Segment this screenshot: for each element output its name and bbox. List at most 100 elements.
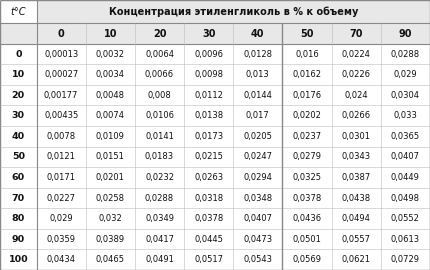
Text: 30: 30: [202, 29, 215, 39]
Text: 70: 70: [12, 194, 25, 202]
Text: Концентрация этиленгликоль в % к объему: Концентрация этиленгликоль в % к объему: [109, 6, 358, 17]
Text: 0,0407: 0,0407: [243, 214, 272, 223]
Text: 0: 0: [58, 29, 64, 39]
Text: 0,0173: 0,0173: [194, 132, 223, 141]
Text: 0,0226: 0,0226: [342, 70, 371, 79]
Text: 0,0064: 0,0064: [145, 49, 174, 59]
Text: 0,0128: 0,0128: [243, 49, 272, 59]
Text: 0,032: 0,032: [98, 214, 122, 223]
Text: 0,0387: 0,0387: [341, 173, 371, 182]
Text: 0,0557: 0,0557: [342, 235, 371, 244]
Text: 0,0183: 0,0183: [145, 152, 174, 161]
Text: 0,0343: 0,0343: [342, 152, 371, 161]
Text: 0,0151: 0,0151: [96, 152, 125, 161]
Text: 0,0389: 0,0389: [96, 235, 125, 244]
Text: 0,0348: 0,0348: [243, 194, 273, 202]
Text: 50: 50: [300, 29, 314, 39]
Text: 0,0552: 0,0552: [391, 214, 420, 223]
Text: 70: 70: [350, 29, 363, 39]
Bar: [0, 23, 430, 44]
Text: 0,0232: 0,0232: [145, 173, 174, 182]
Text: 10: 10: [12, 70, 25, 79]
Text: 0,00177: 0,00177: [44, 91, 78, 100]
Text: 0,0266: 0,0266: [342, 111, 371, 120]
Bar: [37, 0, 430, 23]
Text: 0,0224: 0,0224: [342, 49, 371, 59]
Text: 0,0227: 0,0227: [46, 194, 76, 202]
Text: 0,0543: 0,0543: [243, 255, 272, 264]
Text: 90: 90: [12, 235, 25, 244]
Text: 0,0449: 0,0449: [391, 173, 420, 182]
Text: 0,0294: 0,0294: [243, 173, 272, 182]
Text: 0,0162: 0,0162: [292, 70, 322, 79]
Text: 0,0109: 0,0109: [96, 132, 125, 141]
Text: 0,029: 0,029: [49, 214, 73, 223]
Text: 10: 10: [104, 29, 117, 39]
Text: 0,008: 0,008: [147, 91, 172, 100]
Text: 0,013: 0,013: [246, 70, 270, 79]
Text: 0,0473: 0,0473: [243, 235, 273, 244]
Text: 0,0494: 0,0494: [342, 214, 371, 223]
Text: 0,0205: 0,0205: [243, 132, 272, 141]
Text: 0,0066: 0,0066: [145, 70, 174, 79]
Text: 0,016: 0,016: [295, 49, 319, 59]
Text: 90: 90: [399, 29, 412, 39]
Text: 0,0438: 0,0438: [342, 194, 371, 202]
Text: 0,00435: 0,00435: [44, 111, 78, 120]
Text: 0,0378: 0,0378: [292, 194, 322, 202]
Text: 0,029: 0,029: [393, 70, 417, 79]
Text: 0,0258: 0,0258: [96, 194, 125, 202]
Text: 0,0201: 0,0201: [96, 173, 125, 182]
Text: 0,024: 0,024: [344, 91, 368, 100]
Text: 0,0325: 0,0325: [292, 173, 322, 182]
Text: 0,00013: 0,00013: [44, 49, 78, 59]
Text: 100: 100: [9, 255, 28, 264]
Text: 0,0359: 0,0359: [46, 235, 76, 244]
Text: 0,0501: 0,0501: [292, 235, 322, 244]
Text: 30: 30: [12, 111, 25, 120]
Text: 0,0279: 0,0279: [292, 152, 322, 161]
Text: 0,017: 0,017: [246, 111, 270, 120]
Text: 20: 20: [153, 29, 166, 39]
Text: 0,0032: 0,0032: [96, 49, 125, 59]
Text: 0,0288: 0,0288: [145, 194, 174, 202]
Text: 0,0318: 0,0318: [194, 194, 223, 202]
Text: 0,0407: 0,0407: [391, 152, 420, 161]
Text: 0,0074: 0,0074: [96, 111, 125, 120]
Text: 0: 0: [15, 49, 22, 59]
Text: 0,033: 0,033: [393, 111, 418, 120]
Text: 0,0436: 0,0436: [292, 214, 322, 223]
Text: 0,0301: 0,0301: [342, 132, 371, 141]
Text: 20: 20: [12, 91, 25, 100]
Text: 0,0096: 0,0096: [194, 49, 223, 59]
Text: 0,0215: 0,0215: [194, 152, 223, 161]
Text: 50: 50: [12, 152, 25, 161]
Text: 0,0498: 0,0498: [391, 194, 420, 202]
Text: 60: 60: [12, 173, 25, 182]
Text: 0,0263: 0,0263: [194, 173, 223, 182]
Text: 0,0621: 0,0621: [342, 255, 371, 264]
Text: 80: 80: [12, 214, 25, 223]
Text: 0,0112: 0,0112: [194, 91, 223, 100]
Text: 0,0138: 0,0138: [194, 111, 223, 120]
Text: 0,0729: 0,0729: [391, 255, 420, 264]
Text: 0,0445: 0,0445: [194, 235, 223, 244]
Text: 0,0171: 0,0171: [46, 173, 76, 182]
Text: 0,0434: 0,0434: [46, 255, 76, 264]
Text: 0,0491: 0,0491: [145, 255, 174, 264]
Text: 0,0144: 0,0144: [243, 91, 272, 100]
Text: 0,0176: 0,0176: [292, 91, 322, 100]
Text: 0,0517: 0,0517: [194, 255, 223, 264]
Text: 0,0365: 0,0365: [391, 132, 420, 141]
Text: 0,0304: 0,0304: [391, 91, 420, 100]
Text: 0,00027: 0,00027: [44, 70, 78, 79]
Text: 0,0613: 0,0613: [391, 235, 420, 244]
Text: 0,0202: 0,0202: [292, 111, 322, 120]
Text: 0,0247: 0,0247: [243, 152, 272, 161]
Text: 0,0048: 0,0048: [96, 91, 125, 100]
Text: 0,0237: 0,0237: [292, 132, 322, 141]
Text: 0,0141: 0,0141: [145, 132, 174, 141]
Text: 0,0034: 0,0034: [96, 70, 125, 79]
Text: 0,0288: 0,0288: [391, 49, 420, 59]
Text: 0,0121: 0,0121: [47, 152, 76, 161]
